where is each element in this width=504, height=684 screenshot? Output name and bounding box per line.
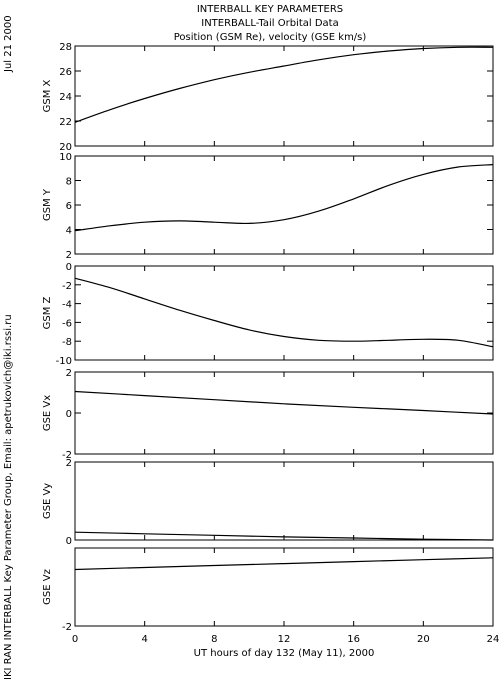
- y-tick-label: 10: [59, 152, 72, 163]
- y-tick-label: -8: [62, 337, 72, 348]
- x-axis-label: UT hours of day 132 (May 11), 2000: [194, 648, 375, 659]
- y-tick-label: -2: [62, 622, 72, 633]
- title-line-2: INTERBALL-Tail Orbital Data: [201, 18, 339, 29]
- y-axis-label: GSE Vz: [42, 569, 53, 605]
- y-tick-label: 22: [59, 117, 72, 128]
- x-tick-label: 24: [487, 634, 500, 645]
- y-tick-label: 0: [66, 262, 72, 273]
- y-tick-label: -10: [56, 356, 72, 367]
- y-tick-label: 28: [59, 42, 72, 53]
- y-tick-label: 0: [66, 409, 72, 420]
- y-tick-label: 4: [66, 226, 72, 237]
- y-tick-label: -2: [62, 450, 72, 461]
- y-tick-label: 2: [66, 368, 72, 379]
- title-line-1: INTERBALL KEY PARAMETERS: [196, 4, 344, 15]
- series-line: [74, 164, 494, 232]
- series-line: [74, 531, 494, 541]
- x-tick-label: 12: [278, 634, 291, 645]
- y-axis-label: GSM X: [42, 79, 53, 112]
- y-tick-label: 24: [59, 92, 72, 103]
- plot-frame: [74, 45, 494, 147]
- y-axis-label: GSE Vy: [42, 483, 53, 519]
- y-tick-label: 2: [66, 458, 72, 469]
- y-tick-label: 6: [66, 201, 72, 212]
- y-tick-label: 8: [66, 177, 72, 188]
- y-tick-label: -2: [62, 281, 72, 292]
- x-tick-label: 16: [347, 634, 360, 645]
- series-line: [74, 277, 494, 348]
- y-axis-label: GSM Y: [42, 188, 53, 221]
- x-tick-label: 0: [72, 634, 78, 645]
- series-line: [74, 390, 494, 415]
- y-tick-label: 20: [59, 142, 72, 153]
- plot-frame: [74, 371, 494, 455]
- title-line-3: Position (GSM Re), velocity (GSE km/s): [173, 32, 367, 43]
- y-tick-label: 26: [59, 67, 72, 78]
- y-axis-label: GSE Vx: [42, 395, 53, 431]
- y-axis-label: GSM Z: [42, 296, 53, 329]
- y-tick-label: -6: [62, 318, 72, 329]
- x-tick-label: 20: [417, 634, 430, 645]
- y-tick-label: 2: [66, 250, 72, 261]
- plot-frame: [74, 265, 494, 361]
- x-tick-label: 4: [141, 634, 147, 645]
- x-tick-label: 8: [211, 634, 217, 645]
- plot-frame: [74, 461, 494, 541]
- y-tick-label: 0: [66, 536, 72, 547]
- plot-frame: [74, 155, 494, 255]
- series-line: [74, 46, 494, 123]
- series-line: [74, 557, 494, 571]
- y-tick-label: -4: [62, 300, 72, 311]
